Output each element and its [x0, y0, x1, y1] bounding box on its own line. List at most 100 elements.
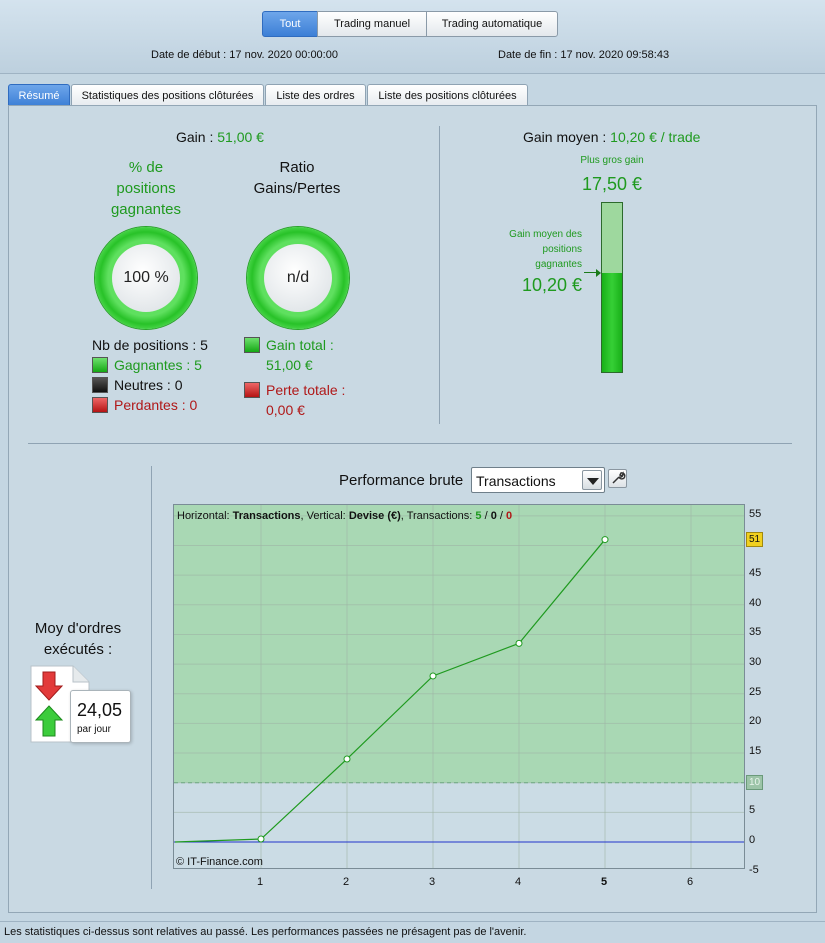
profit-zone [174, 505, 744, 783]
chart-info-vertical: Devise (€) [348, 510, 401, 522]
neutres-count: Neutres : 0 [114, 377, 183, 393]
gain-bar [601, 202, 623, 373]
tab-liste-ordres[interactable]: Liste des ordres [265, 84, 366, 106]
x-tick-label: 2 [343, 876, 350, 888]
date-debut: Date de début : 17 nov. 2020 00:00:00 [151, 49, 338, 61]
date-fin: Date de fin : 17 nov. 2020 09:58:43 [498, 49, 669, 61]
chart-divider [151, 466, 152, 889]
gain-summary: Gain : 51,00 € [176, 129, 264, 145]
performance-chart: Horizontal: Transactions, Vertical: Devi… [173, 504, 745, 869]
gain-moyen: Gain moyen : 10,20 € / trade [523, 129, 700, 145]
y-tick-label: 35 [749, 626, 762, 639]
gain-total-swatch [244, 337, 260, 353]
segment-trading-automatique[interactable]: Trading automatique [426, 11, 558, 37]
y-tick-label: 20 [749, 715, 762, 728]
data-point [515, 639, 523, 647]
vertical-divider [439, 126, 440, 424]
data-point [257, 835, 265, 843]
series-line [174, 539, 606, 843]
gain-moyen-value: 10,20 € / trade [610, 129, 701, 145]
ratio-gauge: n/d [247, 227, 349, 329]
orders-title-line2: exécutés : [43, 641, 113, 658]
plus-gros-gain-label: Plus gros gain [580, 155, 644, 166]
ratio-value: n/d [264, 244, 332, 312]
wrench-icon [612, 471, 626, 484]
y-tick-label: 45 [749, 567, 762, 580]
date-debut-label: Date de début : [151, 49, 227, 61]
date-fin-label: Date de fin : [498, 49, 558, 61]
gain-moyen-pos-line3: gagnantes [535, 259, 582, 270]
perte-totale-swatch [244, 382, 260, 398]
y-tick-label: 55 [749, 507, 762, 520]
chart-info-winners: 5 [475, 510, 482, 522]
pct-title: % de positions gagnantes [96, 157, 196, 220]
y-tick-label: 30 [749, 656, 762, 669]
neutres-swatch [92, 377, 108, 393]
select-dropdown-button[interactable] [582, 470, 602, 490]
nb-positions: Nb de positions : 5 [92, 337, 208, 353]
perte-totale-label: Perte totale : [266, 382, 346, 398]
tab-resume[interactable]: Résumé [8, 84, 70, 106]
y-tick-label: 0 [749, 834, 756, 846]
pct-title-line2: positions [116, 180, 176, 197]
chart-info-neutral: 0 [490, 510, 497, 522]
x-tick-label: 6 [687, 876, 694, 888]
chart-info-prefix: Horizontal: [177, 510, 230, 522]
arrow-line [584, 272, 600, 273]
y-tick-label: -5 [749, 863, 759, 876]
y-tick-label: 15 [749, 745, 762, 758]
segment-tout[interactable]: Tout [262, 11, 318, 37]
perdantes-count: Perdantes : 0 [114, 397, 198, 413]
gagnantes-count: Gagnantes : 5 [114, 357, 202, 373]
y-tick-label: 25 [749, 685, 762, 698]
settings-button[interactable] [608, 469, 627, 488]
chevron-down-icon [587, 478, 599, 485]
gain-total-label: Gain total : [266, 337, 334, 353]
gain-moyen-pos-line1: Gain moyen des [509, 229, 582, 240]
gain-moyen-pos-label: Gain moyen des positions gagnantes [480, 227, 582, 272]
plus-gros-gain-value: 17,50 € [581, 174, 643, 194]
performance-select-value: Transactions [476, 473, 556, 489]
chart-info-tr: , Transactions: [400, 510, 473, 522]
gain-moyen-pos-line2: positions [542, 244, 582, 255]
footer-disclaimer: Les statistiques ci-dessus sont relative… [0, 921, 825, 943]
gain-label: Gain : [176, 129, 214, 145]
y-tick-label: 40 [749, 596, 762, 609]
data-point [343, 755, 351, 763]
y-tick-label: 5 [749, 804, 756, 817]
chart-info-horizontal: Transactions [232, 510, 301, 522]
date-fin-value: 17 nov. 2020 09:58:43 [560, 49, 670, 61]
gain-moyen-pos-value: 10,20 € [521, 275, 582, 295]
ratio-title: Ratio Gains/Pertes [246, 157, 348, 199]
average-badge: 10 [746, 774, 763, 790]
x-tick-label: 1 [257, 876, 264, 888]
x-tick-label: 4 [515, 876, 522, 888]
pct-title-line1: % de [128, 159, 164, 176]
chart-info-mid: , Vertical: [300, 510, 346, 522]
segment-trading-manuel[interactable]: Trading manuel [317, 11, 427, 37]
x-tick-label: 3 [429, 876, 436, 888]
data-point [429, 672, 437, 680]
x-tick-label: 5 [601, 876, 608, 888]
tab-statistiques[interactable]: Statistiques des positions clôturées [71, 84, 264, 106]
gain-total-value: 51,00 € [266, 357, 313, 373]
horizontal-divider [28, 443, 792, 444]
orders-unit: par jour [77, 724, 111, 735]
gain-moyen-label: Gain moyen : [523, 129, 607, 145]
perdantes-swatch [92, 397, 108, 413]
pct-gagnantes-value: 100 % [112, 244, 180, 312]
tab-liste-positions[interactable]: Liste des positions clôturées [367, 84, 528, 106]
pct-gagnantes-gauge: 100 % [95, 227, 197, 329]
gagnantes-swatch [92, 357, 108, 373]
pct-title-line3: gagnantes [110, 201, 182, 218]
performance-select[interactable]: Transactions [471, 467, 605, 493]
chart-info: Horizontal: Transactions, Vertical: Devi… [177, 510, 513, 522]
ratio-title-line2: Gains/Pertes [253, 180, 341, 197]
performance-title: Performance brute [339, 472, 464, 489]
orders-title: Moy d'ordres exécutés : [18, 618, 138, 660]
chart-copyright: © IT-Finance.com [176, 856, 263, 868]
chart-info-losers: 0 [506, 510, 513, 522]
gain-value: 51,00 € [217, 129, 264, 145]
perte-totale-value: 0,00 € [266, 402, 305, 418]
orders-value: 24,05 [77, 700, 123, 720]
